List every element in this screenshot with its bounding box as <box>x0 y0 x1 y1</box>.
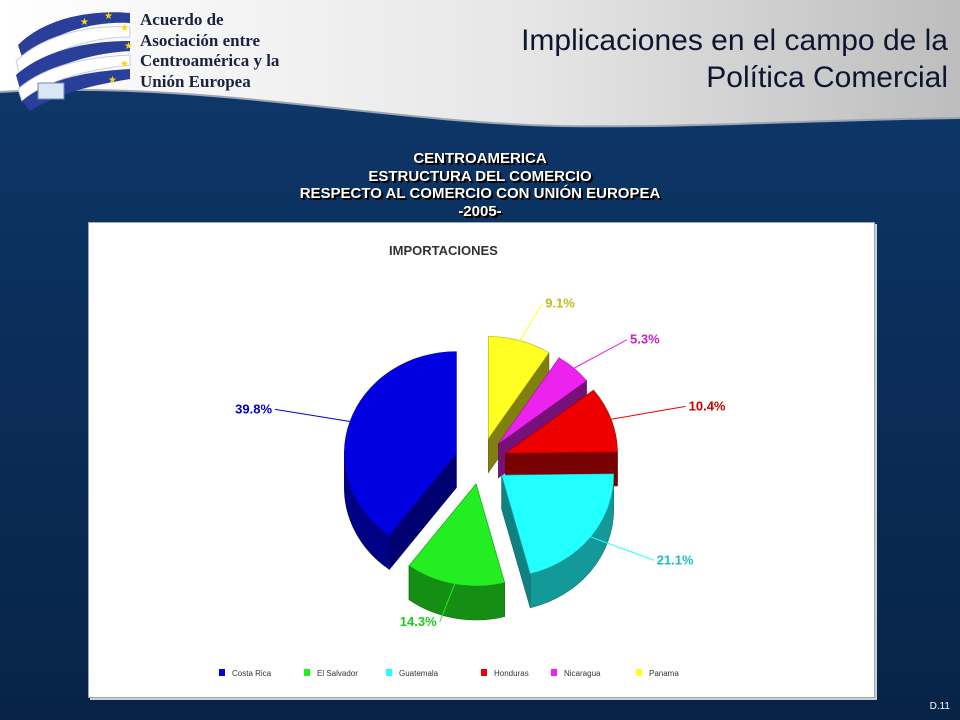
leader-line <box>573 339 628 369</box>
slide-number: D.11 <box>929 701 950 712</box>
chart-legend: Costa Rica El Salvador Guatemala Honduras Ni… <box>219 669 679 678</box>
data-label: 21.1% <box>657 552 694 567</box>
svg-text:★: ★ <box>120 23 129 34</box>
slide-title-line: Implicaciones en el campo de la <box>521 24 948 57</box>
pie-slice-el-salvador <box>408 483 505 621</box>
legend-label: Panama <box>649 669 679 678</box>
chart-heading-line: RESPECTO AL COMERCIO CON UNIÓN EUROPEA <box>299 185 661 202</box>
legend-label: Guatemala <box>399 669 439 678</box>
chart-heading: CENTROAMERICA ESTRUCTURA DEL COMERCIO RE… <box>230 150 730 220</box>
pie-slice-guatemala <box>501 473 614 609</box>
svg-text:★: ★ <box>104 11 113 22</box>
chart-heading-line: -2005- <box>458 202 502 220</box>
legend-label: Nicaragua <box>564 669 601 678</box>
star-ring-icon: ★ ★ ★ ★ ★ ★ <box>80 11 133 86</box>
leader-line <box>439 583 456 623</box>
logo-text-line: Unión Europea <box>140 71 251 91</box>
logo-text-line: Acuerdo de <box>140 10 224 29</box>
pie-chart: IMPORTACIONES 9.1% 5.3% 10.4% 21.1% 14.3% 39.… <box>219 243 726 678</box>
svg-text:★: ★ <box>120 59 129 70</box>
legend-swatch <box>481 669 487 676</box>
chart-title: IMPORTACIONES <box>389 243 498 258</box>
flag-detail-icon <box>37 82 65 100</box>
slide-title-line: Política Comercial <box>706 61 948 94</box>
legend-label: Costa Rica <box>232 669 272 678</box>
logo-text-line: Centroamérica y la <box>140 51 280 70</box>
legend-label: Honduras <box>494 669 529 678</box>
chart-heading-line: CENTROAMERICA <box>413 150 547 167</box>
svg-text:★: ★ <box>80 17 89 28</box>
header-band <box>0 0 960 128</box>
pie-slice-costa-rica <box>344 351 457 571</box>
legend-swatch <box>219 669 225 676</box>
logo: ★ ★ ★ ★ ★ ★ Acuerdo de Asociación entre … <box>8 5 288 115</box>
slide-title: Implicaciones en el campo de la Política… <box>521 22 948 96</box>
legend-label: El Salvador <box>317 669 358 678</box>
leader-line <box>590 536 654 561</box>
pie-slice-honduras <box>504 389 618 488</box>
data-label: 5.3% <box>630 332 660 347</box>
eu-ca-flag-emblem: ★ ★ ★ ★ ★ ★ <box>15 11 133 111</box>
leader-line <box>519 303 543 341</box>
data-label: 39.8% <box>235 401 272 416</box>
chart-heading-line: ESTRUCTURA DEL COMERCIO <box>368 167 592 185</box>
svg-text:★: ★ <box>124 41 133 52</box>
legend-swatch <box>551 669 557 676</box>
legend-swatch <box>304 669 310 676</box>
data-label: 9.1% <box>545 296 575 311</box>
data-label: 10.4% <box>689 398 726 413</box>
legend-swatch <box>636 669 642 676</box>
legend-swatch <box>386 669 392 676</box>
svg-text:★: ★ <box>108 75 117 86</box>
leader-line <box>274 408 351 422</box>
logo-text-line: Asociación entre <box>140 30 261 50</box>
leader-line <box>611 405 686 420</box>
data-label: 14.3% <box>400 614 437 629</box>
chart-panel: IMPORTACIONES 9.1% 5.3% 10.4% 21.1% 14.3% 39.… <box>88 222 875 698</box>
